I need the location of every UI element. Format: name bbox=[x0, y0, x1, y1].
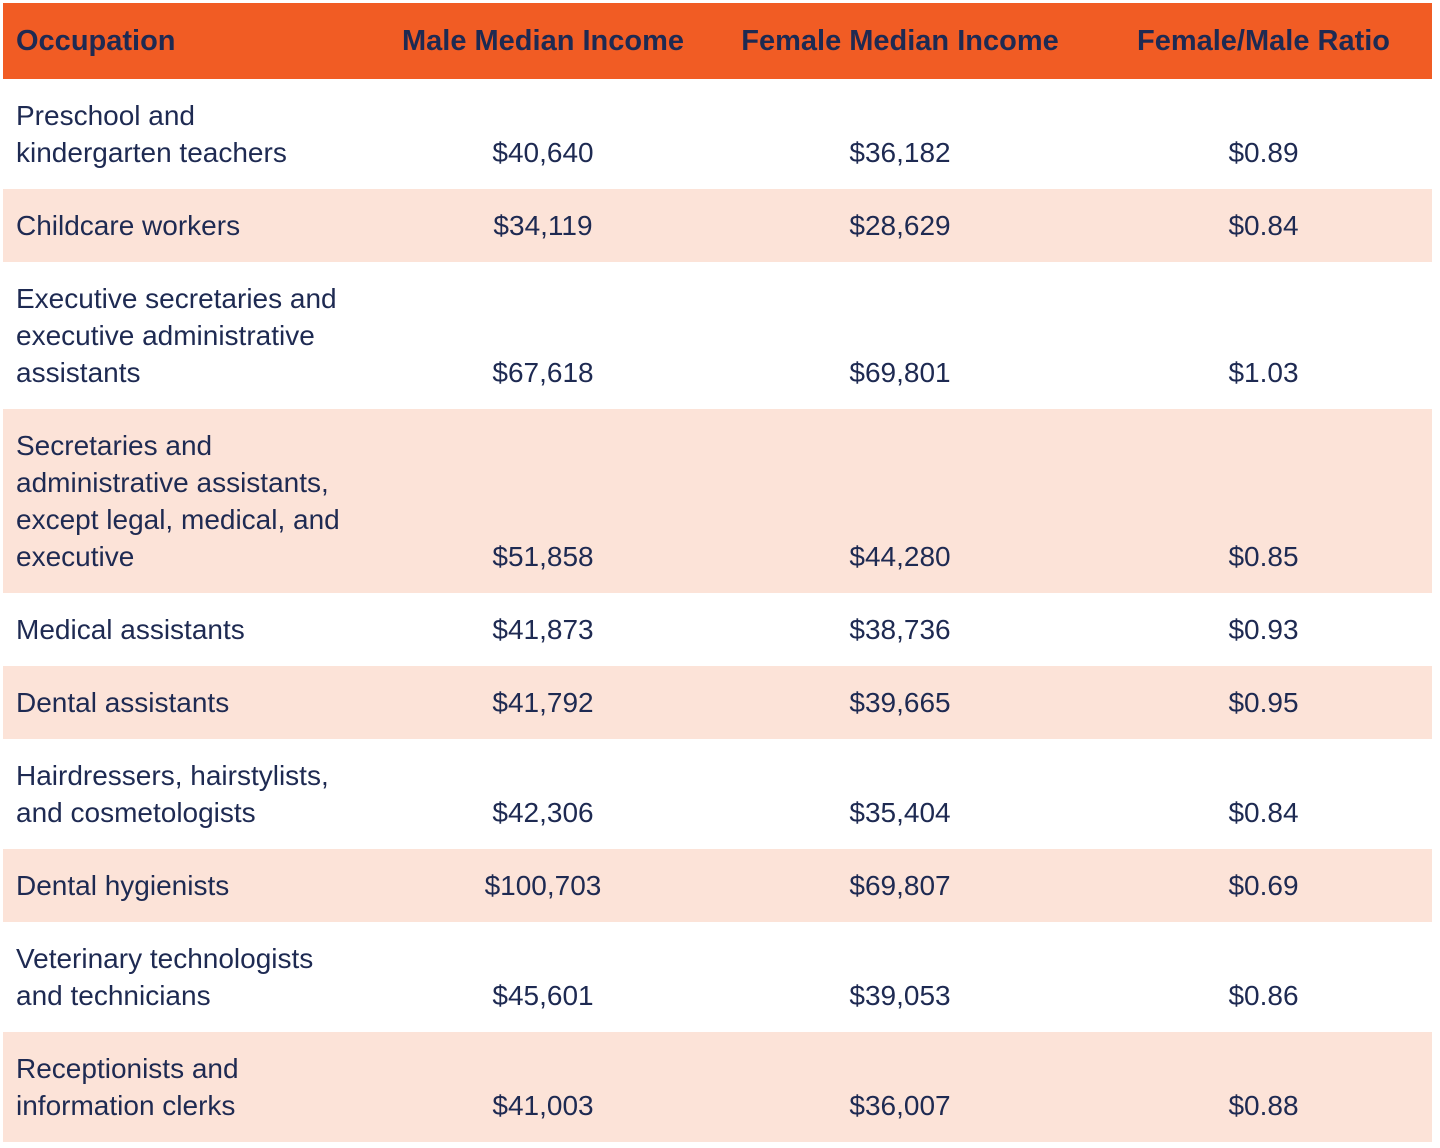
ratio-cell: $0.84 bbox=[1228, 210, 1299, 241]
table-row: Medical assistants $41,873 $38,736 $0.93 bbox=[3, 593, 1432, 666]
income-table: Occupation Male Median Income Female Med… bbox=[3, 3, 1432, 1142]
male-income-cell: $41,792 bbox=[492, 687, 594, 718]
female-income-cell: $36,007 bbox=[849, 1090, 951, 1121]
table-row: Executive secretaries and executive admi… bbox=[3, 262, 1432, 409]
occupation-cell: Veterinary technologists and technicians bbox=[16, 943, 314, 1011]
male-income-cell: $41,003 bbox=[492, 1090, 594, 1121]
table-row: Preschool and kindergarten teachers $40,… bbox=[3, 79, 1432, 189]
column-header-occupation: Occupation bbox=[3, 3, 381, 79]
table-row: Receptionists and information clerks $41… bbox=[3, 1032, 1432, 1142]
female-income-cell: $38,736 bbox=[849, 614, 951, 645]
male-income-cell: $41,873 bbox=[492, 614, 594, 645]
table-row: Veterinary technologists and technicians… bbox=[3, 922, 1432, 1032]
ratio-cell: $0.85 bbox=[1228, 541, 1299, 572]
ratio-cell: $0.88 bbox=[1228, 1090, 1299, 1121]
occupation-cell: Secretaries and administrative assistant… bbox=[16, 430, 340, 572]
table-row: Dental assistants $41,792 $39,665 $0.95 bbox=[3, 666, 1432, 739]
column-header-female-median-income: Female Median Income bbox=[705, 3, 1095, 79]
male-income-cell: $45,601 bbox=[492, 980, 594, 1011]
table-row: Secretaries and administrative assistant… bbox=[3, 409, 1432, 593]
occupation-cell: Childcare workers bbox=[16, 210, 241, 241]
occupation-cell: Dental assistants bbox=[16, 687, 230, 718]
female-income-cell: $44,280 bbox=[849, 541, 951, 572]
female-income-cell: $39,053 bbox=[849, 980, 951, 1011]
male-income-cell: $51,858 bbox=[492, 541, 594, 572]
ratio-cell: $0.84 bbox=[1228, 797, 1299, 828]
ratio-cell: $1.03 bbox=[1228, 357, 1299, 388]
column-header-male-median-income: Male Median Income bbox=[381, 3, 705, 79]
table-row: Childcare workers $34,119 $28,629 $0.84 bbox=[3, 189, 1432, 262]
male-income-cell: $42,306 bbox=[492, 797, 594, 828]
male-income-cell: $40,640 bbox=[492, 137, 594, 168]
male-income-cell: $100,703 bbox=[484, 870, 602, 901]
occupation-cell: Medical assistants bbox=[16, 614, 245, 645]
ratio-cell: $0.86 bbox=[1228, 980, 1299, 1011]
ratio-cell: $0.95 bbox=[1228, 687, 1299, 718]
occupation-cell: Executive secretaries and executive admi… bbox=[16, 283, 337, 388]
table-body: Preschool and kindergarten teachers $40,… bbox=[3, 79, 1432, 1142]
column-header-female-male-ratio: Female/Male Ratio bbox=[1095, 3, 1432, 79]
header-row: Occupation Male Median Income Female Med… bbox=[3, 3, 1432, 79]
ratio-cell: $0.69 bbox=[1228, 870, 1299, 901]
ratio-cell: $0.93 bbox=[1228, 614, 1299, 645]
female-income-cell: $36,182 bbox=[849, 137, 951, 168]
table-row: Dental hygienists $100,703 $69,807 $0.69 bbox=[3, 849, 1432, 922]
female-income-cell: $69,801 bbox=[849, 357, 951, 388]
female-income-cell: $28,629 bbox=[849, 210, 951, 241]
table-row: Hairdressers, hairstylists, and cosmetol… bbox=[3, 739, 1432, 849]
occupation-cell: Preschool and kindergarten teachers bbox=[16, 100, 287, 168]
table-header: Occupation Male Median Income Female Med… bbox=[3, 3, 1432, 79]
male-income-cell: $67,618 bbox=[492, 357, 594, 388]
occupation-cell: Hairdressers, hairstylists, and cosmetol… bbox=[16, 760, 329, 828]
occupation-cell: Receptionists and information clerks bbox=[16, 1053, 239, 1121]
ratio-cell: $0.89 bbox=[1228, 137, 1299, 168]
male-income-cell: $34,119 bbox=[493, 210, 593, 241]
occupation-cell: Dental hygienists bbox=[16, 870, 230, 901]
female-income-cell: $69,807 bbox=[849, 870, 951, 901]
female-income-cell: $35,404 bbox=[849, 797, 951, 828]
female-income-cell: $39,665 bbox=[849, 687, 951, 718]
